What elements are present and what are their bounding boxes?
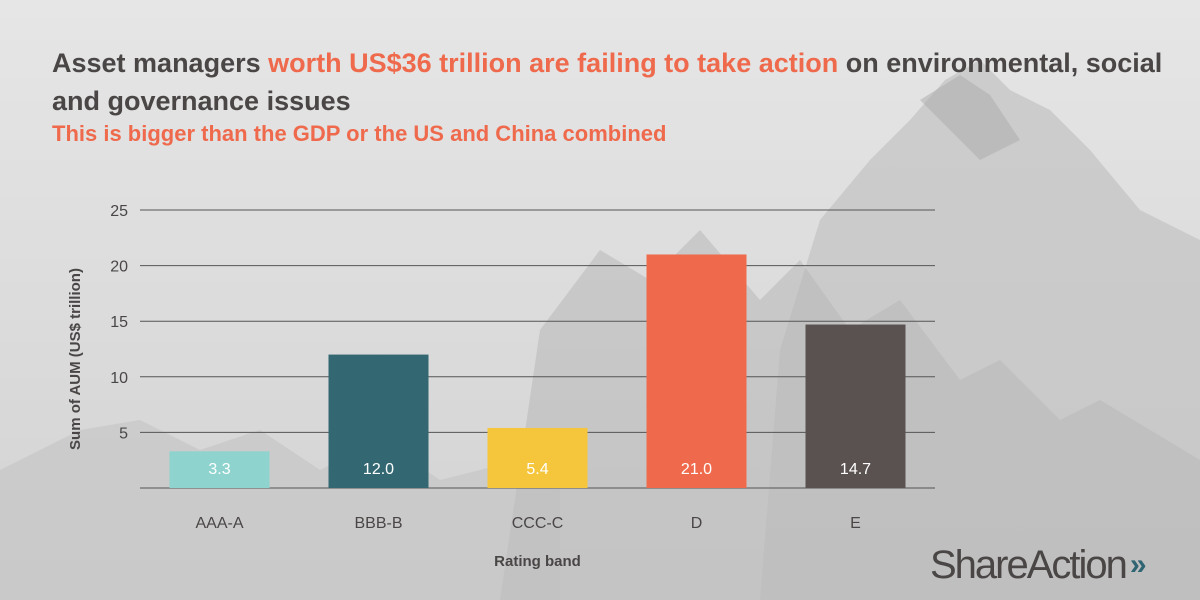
bar xyxy=(169,451,270,488)
headline-highlight: worth US$36 trillion are failing to take… xyxy=(268,48,839,78)
headline-part2: on environmental, social and governance … xyxy=(52,48,1163,116)
headline-part1: Asset managers xyxy=(52,48,269,78)
bar xyxy=(328,354,429,488)
x-tick-label: CCC-C xyxy=(512,515,564,532)
chevron-right-icon: » xyxy=(1129,548,1147,581)
x-axis-title: Rating band xyxy=(494,553,581,570)
bar-value-label: 5.4 xyxy=(526,461,548,478)
bar-value-label: 21.0 xyxy=(681,461,712,478)
x-tick-label: E xyxy=(850,515,861,532)
y-tick-label: 5 xyxy=(119,425,128,442)
bar-value-label: 12.0 xyxy=(363,461,394,478)
y-axis-title: Sum of AUM (US$ trillion) xyxy=(67,268,84,450)
y-tick-label: 15 xyxy=(110,314,128,331)
bar-value-label: 3.3 xyxy=(208,461,230,478)
bar xyxy=(487,427,588,488)
logo-text: ShareAction xyxy=(930,542,1128,587)
bar-value-label: 14.7 xyxy=(840,461,871,478)
headline: Asset managers worth US$36 trillion are … xyxy=(52,44,1172,120)
x-tick-label: AAA-A xyxy=(195,515,243,532)
bar xyxy=(646,254,747,488)
y-tick-label: 10 xyxy=(110,370,128,387)
shareaction-logo: ShareAction » xyxy=(930,542,1147,588)
y-tick-label: 25 xyxy=(110,203,128,220)
bar xyxy=(805,324,906,488)
x-tick-label: BBB-B xyxy=(354,515,402,532)
subheadline: This is bigger than the GDP or the US an… xyxy=(52,121,667,146)
y-tick-label: 20 xyxy=(110,259,128,276)
x-tick-label: D xyxy=(691,515,703,532)
